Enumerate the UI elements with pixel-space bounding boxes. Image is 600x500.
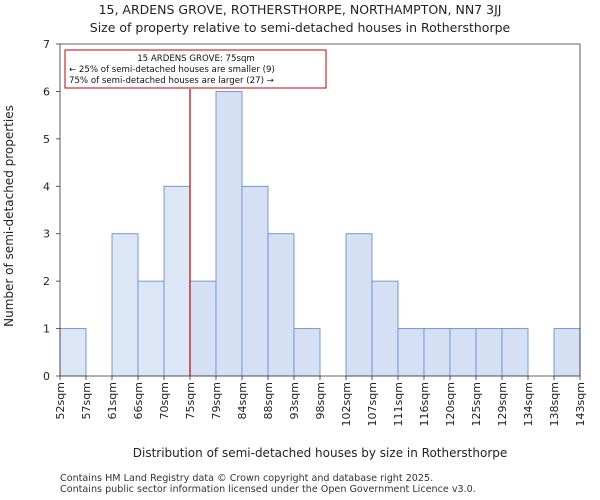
bar-125sqm [475,328,503,377]
x-tick-label: 102sqm [340,382,353,426]
x-tick-label: 61sqm [106,382,119,419]
bar-111sqm [397,328,425,377]
x-tick-label: 138sqm [548,382,561,426]
bar-93sqm [293,328,321,377]
x-tick-label: 98sqm [314,382,327,419]
bar-52sqm [59,328,87,377]
x-tick-label: 129sqm [496,382,509,426]
x-tick-label: 52sqm [54,382,67,419]
y-tick-label: 3 [43,228,50,241]
annotation-line-2: ← 25% of semi-detached houses are smalle… [69,65,275,75]
x-tick-label: 79sqm [210,382,223,419]
bar-129sqm [501,328,529,377]
x-tick-label: 120sqm [444,382,457,426]
bar-116sqm [423,328,451,377]
annotation-line-3: 75% of semi-detached houses are larger (… [69,76,274,86]
y-axis-ticks: 0 1 2 3 4 5 6 7 [43,38,60,383]
bars-group [59,90,581,377]
bar-102sqm [345,233,373,377]
y-axis-label: Number of semi-detached properties [2,105,16,327]
x-tick-label: 143sqm [574,382,587,426]
x-tick-label: 66sqm [132,382,145,419]
bar-70sqm [163,185,191,377]
x-tick-label: 75sqm [184,382,197,419]
y-tick-label: 6 [43,85,50,98]
bar-75sqm [189,280,217,377]
footer-line-1: Contains HM Land Registry data © Crown c… [60,473,434,484]
x-tick-label: 125sqm [470,382,483,426]
bar-79sqm [215,90,243,377]
y-tick-label: 5 [43,133,50,146]
x-tick-label: 107sqm [366,382,379,426]
bar-138sqm [553,328,581,377]
x-tick-label: 57sqm [80,382,93,419]
x-axis-ticks: 52sqm 57sqm 61sqm 66sqm 70sqm 75sqm 79sqm 84sqm… [54,376,587,426]
y-tick-label: 0 [43,370,50,383]
x-tick-label: 111sqm [392,382,405,426]
x-tick-label: 93sqm [288,382,301,419]
bar-84sqm [241,185,269,377]
bar-120sqm [449,328,477,377]
bar-66sqm [137,280,165,377]
y-tick-label: 7 [43,38,50,51]
x-tick-label: 70sqm [158,382,171,419]
x-tick-label: 88sqm [262,382,275,419]
footer-line-2: Contains public sector information licen… [60,484,476,495]
x-axis-label: Distribution of semi-detached houses by … [133,446,508,460]
bar-107sqm [371,280,399,377]
x-tick-label: 84sqm [236,382,249,419]
x-tick-label: 116sqm [418,382,431,426]
bar-88sqm [267,233,295,377]
annotation-line-1: 15 ARDENS GROVE: 75sqm [137,54,255,64]
chart-title: 15, ARDENS GROVE, ROTHERSTHORPE, NORTHAM… [99,2,502,17]
annotation-frame [64,49,327,89]
chart-subtitle: Size of property relative to semi-detach… [90,20,511,35]
bar-61sqm [111,233,139,377]
y-tick-label: 2 [43,275,50,288]
x-tick-label: 134sqm [522,382,535,426]
y-tick-label: 1 [43,323,50,336]
annotation-box: 15 ARDENS GROVE: 75sqm ← 25% of semi-det… [64,49,327,89]
y-tick-label: 4 [43,180,50,193]
